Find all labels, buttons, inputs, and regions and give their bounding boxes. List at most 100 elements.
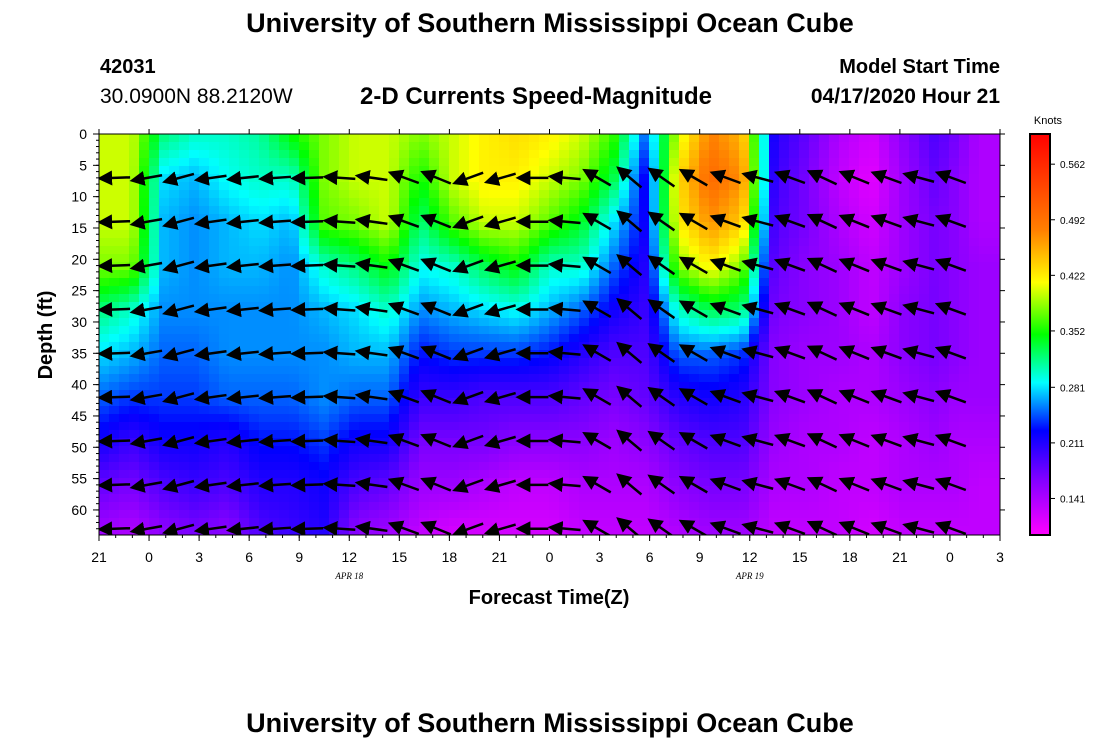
heatmap-cell-1301 (349, 342, 360, 351)
heatmap-cell-2687 (619, 414, 630, 423)
heatmap-cell-2595 (599, 494, 610, 503)
heatmap-cell-822 (259, 182, 270, 191)
heatmap-cell-1728 (429, 494, 440, 503)
heatmap-cell-732 (239, 278, 250, 287)
heatmap-cell-3452 (769, 414, 780, 423)
heatmap-cell-4500 (979, 230, 990, 239)
heatmap-cell-1487 (389, 198, 400, 207)
heatmap-cell-3246 (729, 398, 740, 407)
current-vector-209 (838, 257, 870, 273)
heatmap-cell-3378 (759, 230, 770, 239)
current-vector-240 (934, 432, 967, 448)
heatmap-cell-1410 (369, 398, 380, 407)
heatmap-cell-1589 (409, 198, 420, 207)
heatmap-cell-2380 (559, 406, 570, 415)
heatmap-cell-2936 (669, 366, 680, 375)
heatmap-cell-3845 (849, 294, 860, 303)
heatmap-cell-3152 (709, 462, 720, 471)
heatmap-cell-3414 (759, 518, 770, 527)
heatmap-cell-1941 (479, 158, 490, 167)
heatmap-cell-4464 (969, 350, 980, 359)
heatmap-cell-1656 (419, 326, 430, 335)
heatmap-cell-4610 (999, 294, 1000, 303)
heatmap-cell-166 (129, 238, 140, 247)
heatmap-cell-1250 (339, 342, 350, 351)
heatmap-cell-1571 (399, 462, 410, 471)
heatmap-cell-663 (229, 134, 240, 143)
heatmap-cell-2437 (569, 454, 580, 463)
heatmap-cell-2508 (589, 206, 600, 215)
heatmap-cell-2354 (559, 198, 570, 207)
heatmap-cell-3998 (879, 294, 890, 303)
heatmap-cell-1598 (409, 270, 420, 279)
heatmap-cell-4497 (979, 206, 990, 215)
heatmap-cell-1209 (329, 422, 340, 431)
x-tick-label-4: 9 (295, 549, 303, 565)
heatmap-cell-4458 (969, 302, 980, 311)
heatmap-cell-565 (209, 166, 220, 175)
heatmap-cell-630 (219, 278, 230, 287)
heatmap-cell-1437 (379, 206, 390, 215)
heatmap-cell-1865 (459, 366, 470, 375)
heatmap-cell-4361 (949, 342, 960, 351)
heatmap-cell-1507 (389, 358, 400, 367)
heatmap-cell-2647 (609, 502, 620, 511)
heatmap-cell-4418 (959, 390, 970, 399)
heatmap-cell-596 (209, 414, 220, 423)
heatmap-cell-2927 (669, 294, 680, 303)
heatmap-cell-2217 (529, 326, 540, 335)
current-vector-50 (258, 389, 292, 405)
heatmap-cell-951 (279, 398, 290, 407)
heatmap-cell-1201 (329, 358, 340, 367)
heatmap-cell-1459 (379, 382, 390, 391)
heatmap-cell-2222 (529, 366, 540, 375)
heatmap-cell-3231 (729, 278, 740, 287)
heatmap-cell-4483 (969, 502, 980, 511)
heatmap-cell-3881 (859, 174, 870, 183)
heatmap-cell-1929 (469, 470, 480, 479)
heatmap-cell-3851 (849, 342, 860, 351)
heatmap-cell-2135 (509, 486, 520, 495)
heatmap-cell-1644 (419, 230, 430, 239)
heatmap-cell-3311 (739, 510, 750, 519)
heatmap-cell-3199 (719, 430, 730, 439)
heatmap-cell-7 (99, 190, 110, 199)
heatmap-cell-4347 (949, 230, 960, 239)
heatmap-cell-288 (149, 398, 160, 407)
heatmap-cell-1440 (379, 230, 390, 239)
heatmap-cell-3947 (869, 294, 880, 303)
heatmap-cell-2216 (529, 318, 540, 327)
heatmap-cell-4404 (959, 278, 970, 287)
heatmap-cell-494 (189, 414, 200, 423)
heatmap-cell-3862 (849, 430, 860, 439)
heatmap-cell-793 (249, 358, 260, 367)
heatmap-cell-773 (249, 198, 260, 207)
heatmap-cell-2103 (509, 230, 520, 239)
heatmap-cell-3098 (699, 438, 710, 447)
heatmap-cell-3299 (739, 414, 750, 423)
heatmap-cell-1755 (439, 302, 450, 311)
heatmap-cell-590 (209, 366, 220, 375)
heatmap-cell-3971 (869, 486, 880, 495)
heatmap-cell-816 (259, 134, 270, 143)
heatmap-cell-925 (279, 190, 290, 199)
heatmap-cell-4011 (879, 398, 890, 407)
heatmap-cell-2277 (539, 398, 550, 407)
heatmap-cell-4465 (969, 358, 980, 367)
heatmap-cell-3567 (789, 518, 800, 527)
heatmap-cell-2606 (609, 174, 620, 183)
heatmap-cell-3968 (869, 462, 880, 471)
heatmap-cell-4535 (979, 510, 990, 519)
heatmap-cell-3012 (689, 158, 700, 167)
heatmap-cell-352 (159, 502, 170, 511)
heatmap-cell-2956 (669, 526, 680, 535)
heatmap-cell-3501 (779, 398, 790, 407)
heatmap-cell-1501 (389, 310, 400, 319)
heatmap-cell-632 (219, 294, 230, 303)
heatmap-cell-1660 (419, 358, 430, 367)
heatmap-cell-510 (199, 134, 210, 143)
heatmap-cell-4636 (999, 502, 1000, 511)
heatmap-cell-3403 (759, 430, 770, 439)
heatmap-cell-540 (199, 374, 210, 383)
heatmap-cell-2065 (499, 334, 510, 343)
